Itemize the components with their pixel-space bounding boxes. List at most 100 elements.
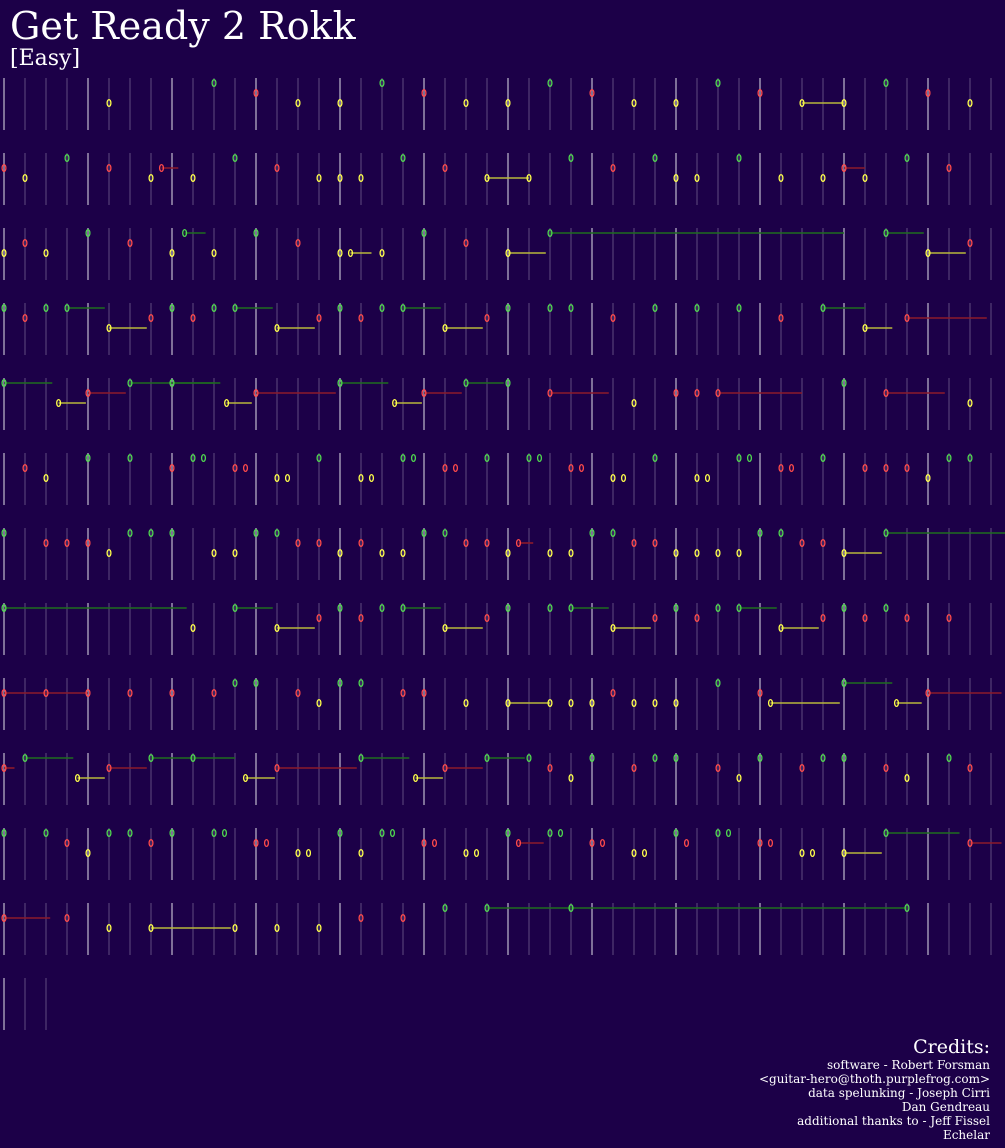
yellow-note <box>809 848 816 858</box>
red-note <box>85 538 91 548</box>
green-note <box>568 603 574 613</box>
yellow-note <box>463 98 469 108</box>
yellow-note <box>568 698 574 708</box>
credits-panel: Credits: software - Robert Forsman <guit… <box>759 1036 990 1142</box>
yellow-note <box>232 923 238 933</box>
red-note <box>106 763 112 773</box>
yellow-note <box>232 548 238 558</box>
red-note <box>316 313 322 323</box>
red-note <box>22 463 28 473</box>
yellow-note <box>358 473 364 483</box>
yellow-note <box>631 398 637 408</box>
yellow-note <box>316 698 322 708</box>
red-note <box>767 838 774 848</box>
yellow-note <box>589 698 595 708</box>
green-note <box>505 828 511 838</box>
red-note <box>967 838 973 848</box>
red-note <box>316 538 322 548</box>
yellow-note <box>526 173 532 183</box>
yellow-note <box>358 173 364 183</box>
yellow-note <box>641 848 648 858</box>
green-note <box>442 903 448 913</box>
yellow-note <box>316 173 322 183</box>
green-note <box>211 78 217 88</box>
green-note <box>232 678 238 688</box>
red-note <box>148 838 154 848</box>
green-note <box>337 603 343 613</box>
green-note <box>547 303 553 313</box>
green-note <box>589 753 595 763</box>
green-note <box>221 828 228 838</box>
red-note <box>295 688 301 698</box>
yellow-note <box>337 548 343 558</box>
green-note <box>169 303 175 313</box>
red-note <box>820 613 826 623</box>
red-note <box>85 388 91 398</box>
green-note <box>389 828 396 838</box>
red-note <box>43 538 49 548</box>
red-note <box>253 88 259 98</box>
yellow-note <box>778 623 784 633</box>
red-note <box>610 688 616 698</box>
green-note <box>715 828 721 838</box>
credits-line: Echelar <box>942 1128 990 1142</box>
yellow-note <box>484 173 490 183</box>
yellow-note <box>337 98 343 108</box>
green-note <box>841 603 847 613</box>
yellow-note <box>631 698 637 708</box>
red-note <box>820 538 826 548</box>
red-note <box>400 913 406 923</box>
green-note <box>589 528 595 538</box>
red-note <box>484 613 490 623</box>
red-note <box>589 88 595 98</box>
green-note <box>610 528 616 538</box>
yellow-note <box>284 473 291 483</box>
green-note <box>725 828 732 838</box>
red-note <box>1 913 7 923</box>
green-note <box>211 828 217 838</box>
green-note <box>169 828 175 838</box>
red-note <box>904 313 910 323</box>
red-note <box>904 613 910 623</box>
red-note <box>253 838 259 848</box>
green-note <box>410 453 417 463</box>
red-note <box>442 463 448 473</box>
yellow-note <box>694 473 700 483</box>
green-note <box>736 453 742 463</box>
green-note <box>841 378 847 388</box>
red-note <box>652 613 658 623</box>
green-note <box>421 528 427 538</box>
yellow-note <box>148 173 154 183</box>
yellow-note <box>799 98 805 108</box>
green-note <box>200 453 207 463</box>
red-note <box>85 688 91 698</box>
red-note <box>22 313 28 323</box>
red-note <box>452 463 459 473</box>
green-note <box>400 603 406 613</box>
yellow-note <box>631 98 637 108</box>
yellow-note <box>841 848 847 858</box>
green-note <box>946 753 952 763</box>
green-note <box>547 228 553 238</box>
yellow-note <box>704 473 711 483</box>
yellow-note <box>547 698 553 708</box>
green-note <box>904 903 910 913</box>
red-note <box>1 688 7 698</box>
green-note <box>127 528 133 538</box>
green-note <box>1 828 7 838</box>
red-note <box>232 463 238 473</box>
green-note <box>211 303 217 313</box>
green-note <box>904 153 910 163</box>
yellow-note <box>568 548 574 558</box>
red-note <box>757 688 763 698</box>
yellow-note <box>295 98 301 108</box>
red-note <box>22 238 28 248</box>
credits-heading: Credits: <box>913 1036 990 1058</box>
green-note <box>568 303 574 313</box>
red-note <box>158 163 165 173</box>
red-note <box>925 688 931 698</box>
yellow-note <box>106 98 112 108</box>
yellow-note <box>820 173 826 183</box>
red-note <box>1 763 7 773</box>
red-note <box>694 613 700 623</box>
